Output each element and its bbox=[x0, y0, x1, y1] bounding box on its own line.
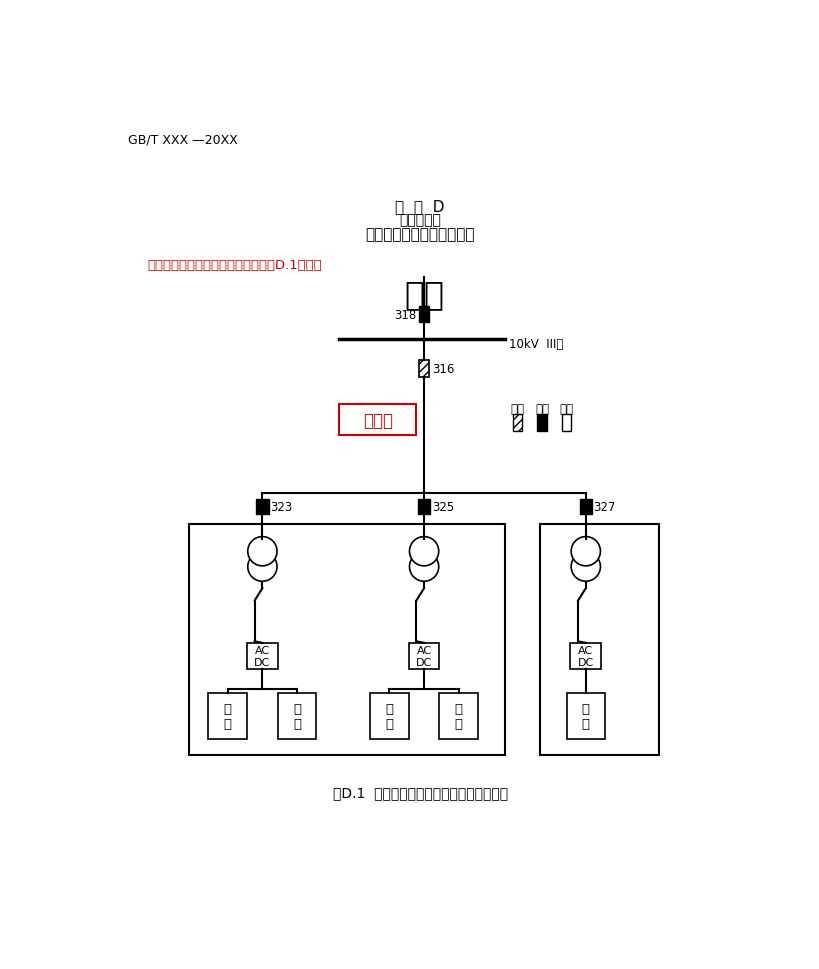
Text: 现场低穿、高穿测试示意图: 现场低穿、高穿测试示意图 bbox=[365, 227, 474, 242]
Text: 现场低穿、高穿试验测试示意图如图D.1所示。: 现场低穿、高穿试验测试示意图如图D.1所示。 bbox=[147, 259, 321, 271]
Text: 图D.1  储能电站现场高穿、低穿测试示意图: 图D.1 储能电站现场高穿、低穿测试示意图 bbox=[333, 786, 507, 799]
Text: AC
DC: AC DC bbox=[577, 645, 593, 667]
Bar bbox=[419, 360, 429, 378]
Text: 试验: 试验 bbox=[509, 402, 523, 416]
Bar bbox=[439, 693, 477, 739]
Text: GB/T XXX —20XX: GB/T XXX —20XX bbox=[128, 133, 238, 146]
Text: 325: 325 bbox=[432, 501, 454, 514]
Bar bbox=[566, 693, 604, 739]
Text: （资料性）: （资料性） bbox=[399, 213, 441, 227]
Text: 327: 327 bbox=[593, 501, 615, 514]
Bar bbox=[579, 499, 591, 515]
Bar bbox=[539, 524, 658, 755]
Text: 运行: 运行 bbox=[534, 402, 548, 416]
Ellipse shape bbox=[409, 537, 438, 566]
Text: 电
池: 电 池 bbox=[455, 703, 462, 731]
Bar bbox=[278, 693, 316, 739]
Text: 断开: 断开 bbox=[559, 402, 572, 416]
Text: 316: 316 bbox=[432, 362, 454, 376]
Ellipse shape bbox=[247, 537, 277, 566]
Text: 测试车: 测试车 bbox=[363, 411, 392, 429]
Text: 电
池: 电 池 bbox=[292, 703, 301, 731]
Text: 附  录  D: 附 录 D bbox=[395, 200, 445, 214]
Bar bbox=[419, 307, 428, 323]
Ellipse shape bbox=[571, 537, 600, 566]
Bar bbox=[208, 693, 247, 739]
Text: 电
池: 电 池 bbox=[224, 703, 232, 731]
Text: 出线: 出线 bbox=[404, 278, 444, 311]
Text: 电
池: 电 池 bbox=[385, 703, 393, 731]
Bar bbox=[256, 499, 269, 515]
Text: 323: 323 bbox=[269, 501, 292, 514]
Bar bbox=[339, 405, 416, 435]
Text: AC
DC: AC DC bbox=[254, 645, 270, 667]
Text: 电
池: 电 池 bbox=[581, 703, 589, 731]
Bar bbox=[512, 415, 521, 431]
Bar bbox=[561, 415, 571, 431]
Bar bbox=[418, 499, 430, 515]
Bar bbox=[536, 415, 545, 431]
Ellipse shape bbox=[571, 552, 600, 581]
Ellipse shape bbox=[409, 552, 438, 581]
Bar bbox=[408, 643, 439, 670]
Text: 318: 318 bbox=[394, 308, 416, 322]
Text: AC
DC: AC DC bbox=[415, 645, 432, 667]
Bar bbox=[189, 524, 505, 755]
Text: 10kV  III母: 10kV III母 bbox=[508, 337, 563, 351]
Bar bbox=[570, 643, 600, 670]
Bar bbox=[369, 693, 408, 739]
Ellipse shape bbox=[247, 552, 277, 581]
Bar bbox=[247, 643, 278, 670]
